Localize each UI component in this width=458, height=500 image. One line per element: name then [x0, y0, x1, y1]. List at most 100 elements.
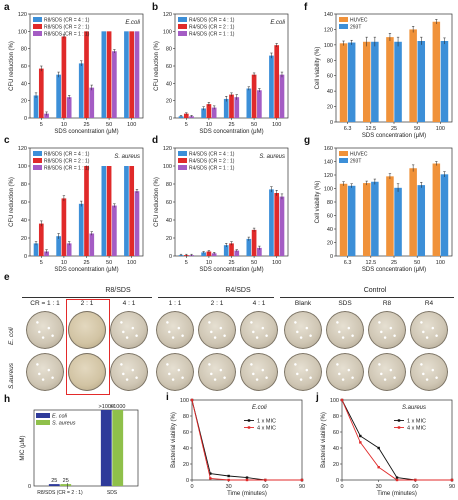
legend-label: R8/SDS (CR = 2 : 1) [44, 25, 90, 31]
bar [417, 41, 426, 122]
bar [440, 41, 449, 122]
panel-label-i: i [166, 392, 169, 403]
bar [371, 41, 379, 123]
bar [33, 95, 39, 118]
species-annotation: S.aureus [402, 405, 426, 411]
x-tick-label: 6.3 [344, 260, 352, 266]
bar [279, 74, 285, 118]
group-underline-r4 [158, 297, 274, 298]
legend-swatch [178, 31, 187, 36]
bar [223, 245, 229, 256]
bar [409, 29, 417, 122]
data-point [377, 466, 380, 469]
bar [371, 181, 379, 256]
x-axis-label: SDS concentration (μM) [199, 129, 263, 135]
y-tick-label: 60 [21, 200, 27, 206]
data-point [245, 478, 249, 482]
agar-plate [156, 353, 194, 391]
bar [394, 187, 402, 256]
bar [112, 205, 117, 256]
y-tick-label: 0 [330, 120, 333, 126]
data-point [340, 398, 344, 402]
legend-label: 4 x MIC [257, 426, 276, 432]
bar [124, 166, 129, 256]
column-label: 1 : 1 [168, 300, 182, 307]
bar [274, 193, 280, 256]
legend-swatch [178, 158, 187, 163]
legend-label: 1 x MIC [257, 419, 276, 425]
agar-plate [368, 311, 406, 349]
bar [246, 88, 252, 118]
legend-label: 293T [350, 159, 361, 165]
panel-e-plate-photos: R8/SDS R4/SDS Control CR = 1 : 1 2 : 1 4 :… [0, 283, 458, 395]
bar [48, 484, 60, 486]
x-tick-label: 5 [40, 260, 43, 266]
x-tick-label: 5 [185, 122, 188, 128]
x-tick-label: 30 [376, 484, 382, 490]
y-tick-label: 160 [324, 146, 333, 152]
bar [66, 243, 72, 256]
x-tick-label: 10 [206, 260, 212, 266]
bar [229, 94, 234, 118]
legend-swatch [339, 151, 348, 156]
panel-d-chart: 0 20 40 60 80 100 120 CFU reduction (%) SDS conc… [154, 146, 289, 273]
bar [339, 43, 348, 122]
agar-plate [410, 311, 448, 349]
y-tick-label: 20 [166, 99, 172, 105]
data-point [450, 478, 454, 482]
x-tick-label: 25 [228, 122, 234, 128]
y-tick-label: 0 [330, 254, 333, 260]
data-label: 25 [51, 478, 57, 484]
x-tick-label: 50 [106, 260, 112, 266]
y-axis-label: Cell viability (%) [315, 181, 321, 224]
legend-swatch [178, 17, 187, 22]
legend-label: R4/SDS (CR = 2 : 1) [189, 25, 235, 31]
data-label: 25 [63, 478, 69, 484]
legend-label: R4/SDS (CR = 4 : 1) [189, 152, 235, 158]
x-tick-label: 30 [226, 484, 232, 490]
y-tick-label: 40 [327, 227, 333, 233]
bar [432, 163, 441, 256]
legend-label: R8/SDS (CR = 4 : 1) [44, 18, 90, 24]
bar [394, 41, 402, 123]
x-tick-label: 25 [391, 126, 397, 132]
y-axis-label: MIC (μM) [20, 435, 26, 460]
agar-plate [368, 353, 406, 391]
series-line [191, 399, 302, 481]
bar [89, 233, 95, 256]
panel-g-chart: 0 20 40 60 80 100 120 140 160 Cell viability (%) S… [315, 146, 453, 273]
agar-plate [284, 353, 322, 391]
column-label: Blank [294, 300, 312, 307]
y-tick-label: 0 [169, 254, 172, 260]
bar [61, 36, 67, 118]
bar [246, 238, 252, 256]
x-axis-label: SDS concentration (μM) [199, 267, 263, 273]
legend-swatch [33, 158, 42, 163]
x-tick-label: 10 [61, 122, 67, 128]
agar-plate [240, 311, 278, 349]
bar [106, 31, 112, 118]
legend-label: S. aureus [52, 421, 76, 427]
species-annotation: S. aureus [114, 154, 140, 160]
panel-label-b: b [152, 2, 158, 13]
legend-swatch [178, 24, 187, 29]
legend-label: HUVEC [350, 18, 368, 24]
legend-label: R4/SDS (CR = 2 : 1) [189, 159, 235, 165]
y-tick-label: 40 [166, 81, 172, 87]
y-tick-label: 140 [324, 160, 333, 166]
y-tick-label: 120 [324, 173, 333, 179]
y-tick-label: 60 [333, 430, 339, 436]
legend-label: R4/SDS (CR = 1 : 1) [189, 32, 235, 38]
y-tick-label: 60 [166, 64, 172, 70]
data-point [359, 434, 362, 438]
panel-label-d: d [152, 135, 158, 146]
agar-plate [110, 311, 148, 349]
bar [229, 243, 234, 256]
bar [417, 185, 426, 256]
y-tick-label: 40 [166, 218, 172, 224]
data-label: >1000 [99, 404, 114, 410]
species-annotation: E.coli [125, 20, 140, 26]
panel-c-chart: 0 20 40 60 80 100 120 CFU reduction (%) SDS conc… [9, 146, 144, 273]
group-underline-r8 [22, 297, 152, 298]
